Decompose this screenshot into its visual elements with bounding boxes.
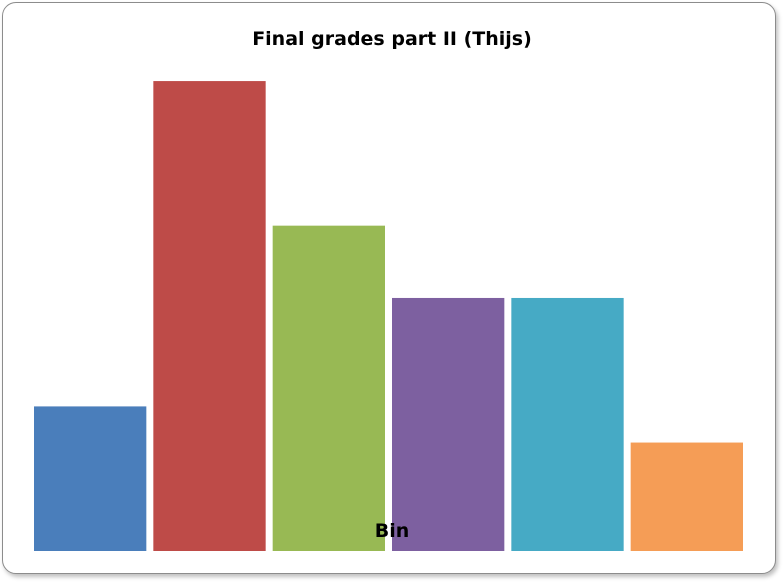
bar-6	[630, 442, 743, 551]
bar-5	[511, 297, 624, 551]
bar-3	[272, 225, 385, 551]
bar-1	[34, 406, 147, 551]
chart-title: Final grades part II (Thijs)	[252, 28, 532, 50]
x-axis-label: Bin	[374, 520, 410, 542]
bar-2	[153, 81, 266, 551]
bar-4	[392, 297, 505, 551]
